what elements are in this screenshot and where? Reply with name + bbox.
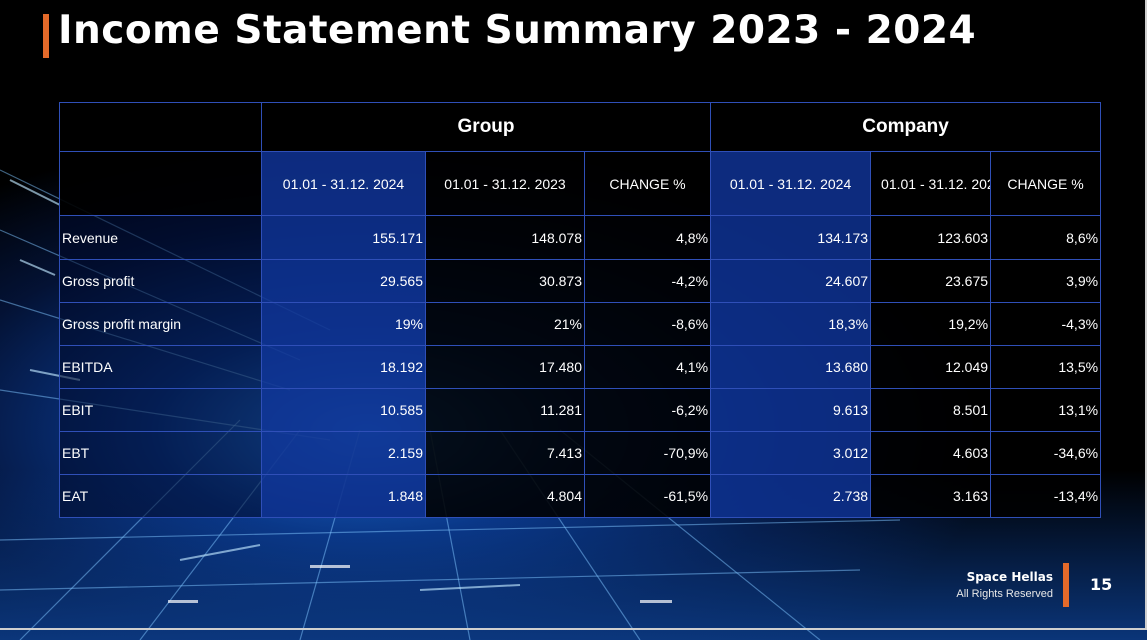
- table-cell: 3.012: [710, 431, 872, 475]
- table-cell: 155.171: [261, 215, 426, 260]
- table-cell: -4,2%: [583, 259, 712, 303]
- footer-accent-bar: [1063, 563, 1069, 607]
- table-cell: 8,6%: [990, 215, 1102, 260]
- table-cell: 24.607: [710, 259, 872, 303]
- brand-name: Space Hellas: [966, 570, 1053, 584]
- page-number: 15: [1090, 575, 1113, 594]
- row-label: Gross profit margin: [59, 302, 262, 346]
- table-cell: 18,3%: [710, 302, 872, 346]
- table-row: Revenue 155.171 148.078 4,8% 134.173 123…: [59, 215, 1102, 260]
- column-header: 01.01 - 31.12. 2024: [261, 151, 426, 216]
- table-cell: 4,1%: [583, 345, 712, 389]
- table-column-header-row: 01.01 - 31.12. 2024 01.01 - 31.12. 2023 …: [59, 151, 1102, 216]
- table-cell: 1.848: [261, 474, 426, 518]
- table-cell: 19,2%: [870, 302, 992, 346]
- group-header: Group: [260, 102, 712, 152]
- table-cell: 29.565: [261, 259, 426, 303]
- table-cell: 9.613: [710, 388, 872, 432]
- table-cell: 13.680: [710, 345, 872, 389]
- table-cell: 134.173: [710, 215, 872, 260]
- row-label: EBIT: [59, 388, 262, 432]
- table-row: EBITDA 18.192 17.480 4,1% 13.680 12.049 …: [59, 345, 1102, 389]
- row-label: EBITDA: [59, 345, 262, 389]
- table-cell: -13,4%: [990, 474, 1102, 518]
- table-cell: 11.281: [425, 388, 585, 432]
- column-header: 01.01 - 31.12. 2023: [870, 151, 992, 216]
- table-cell: 21%: [425, 302, 585, 346]
- title-accent-bar: [43, 14, 49, 58]
- table-cell: 30.873: [425, 259, 585, 303]
- table-cell: 19%: [261, 302, 426, 346]
- row-label: Gross profit: [59, 259, 262, 303]
- table-cell: -34,6%: [990, 431, 1102, 475]
- table-row: EAT 1.848 4.804 -61,5% 2.738 3.163 -13,4…: [59, 474, 1102, 518]
- column-header: 01.01 - 31.12. 2024: [710, 151, 872, 216]
- slide-title: Income Statement Summary 2023 - 2024: [58, 8, 977, 53]
- row-label: Revenue: [59, 215, 262, 260]
- table-row: EBT 2.159 7.413 -70,9% 3.012 4.603 -34,6…: [59, 431, 1102, 475]
- table-cell: -6,2%: [583, 388, 712, 432]
- table-cell: 148.078: [425, 215, 585, 260]
- table-corner-cell: [59, 102, 262, 152]
- table-row: Gross profit 29.565 30.873 -4,2% 24.607 …: [59, 259, 1102, 303]
- company-header: Company: [710, 102, 1102, 152]
- column-header: CHANGE %: [990, 151, 1102, 216]
- table-cell: 13,1%: [990, 388, 1102, 432]
- table-cell: 2.159: [261, 431, 426, 475]
- table-cell: 13,5%: [990, 345, 1102, 389]
- income-statement-table: Group Company 01.01 - 31.12. 2024 01.01 …: [59, 102, 1102, 518]
- rights-text: All Rights Reserved: [956, 588, 1053, 600]
- table-cell: 3,9%: [990, 259, 1102, 303]
- footer-brand: Space Hellas All Rights Reserved: [956, 568, 1053, 602]
- table-cell: 2.738: [710, 474, 872, 518]
- table-cell: -70,9%: [583, 431, 712, 475]
- table-cell: 10.585: [261, 388, 426, 432]
- table-cell: -4,3%: [990, 302, 1102, 346]
- table-cell: 3.163: [870, 474, 992, 518]
- table-cell: -8,6%: [583, 302, 712, 346]
- table-cell: 7.413: [425, 431, 585, 475]
- table-cell: 8.501: [870, 388, 992, 432]
- row-label: EBT: [59, 431, 262, 475]
- table-cell: 4.804: [425, 474, 585, 518]
- table-cell: 23.675: [870, 259, 992, 303]
- table-cell: 17.480: [425, 345, 585, 389]
- table-row: EBIT 10.585 11.281 -6,2% 9.613 8.501 13,…: [59, 388, 1102, 432]
- column-header: 01.01 - 31.12. 2023: [425, 151, 585, 216]
- table-label-header-cell: [59, 151, 262, 216]
- table-cell: 12.049: [870, 345, 992, 389]
- row-label: EAT: [59, 474, 262, 518]
- table-row: Gross profit margin 19% 21% -8,6% 18,3% …: [59, 302, 1102, 346]
- column-header: CHANGE %: [583, 151, 712, 216]
- table-cell: 4,8%: [583, 215, 712, 260]
- table-group-header-row: Group Company: [59, 102, 1102, 152]
- table-cell: 123.603: [870, 215, 992, 260]
- table-cell: -61,5%: [583, 474, 712, 518]
- table-cell: 18.192: [261, 345, 426, 389]
- table-cell: 4.603: [870, 431, 992, 475]
